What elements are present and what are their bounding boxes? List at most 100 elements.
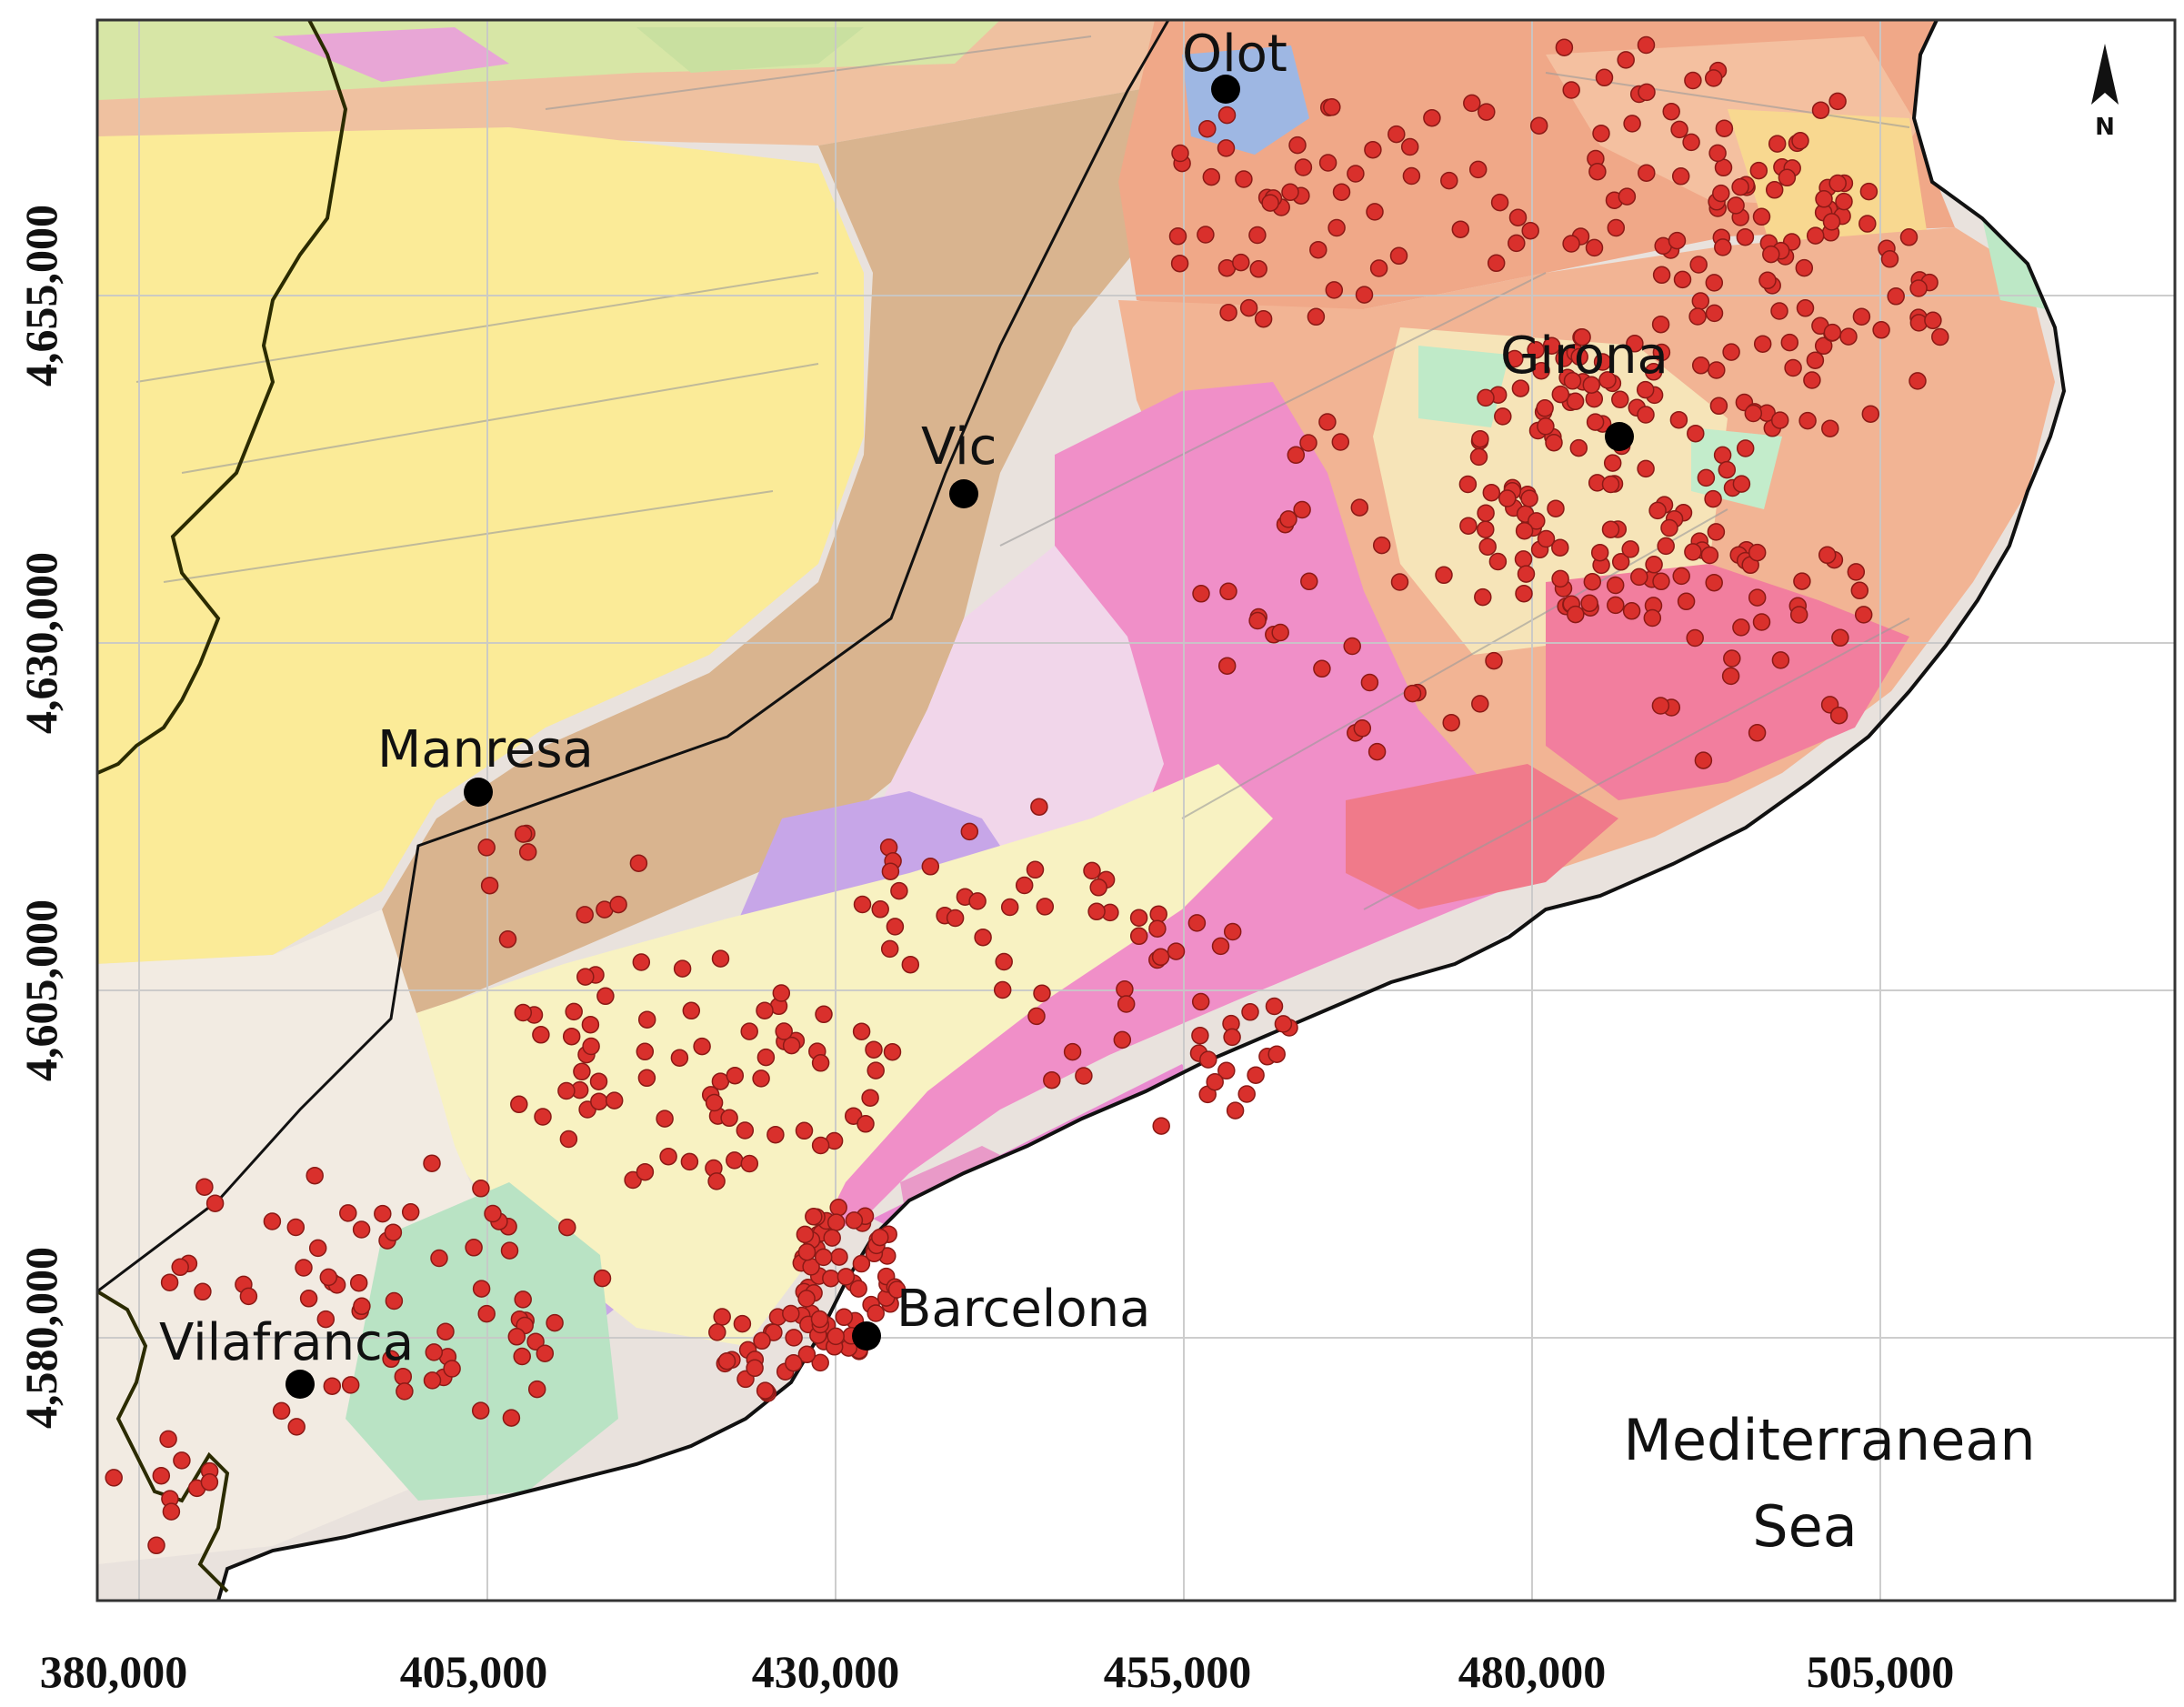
sample-point: [707, 1172, 726, 1190]
sample-point: [1771, 651, 1790, 669]
sample-point: [756, 1048, 776, 1067]
sample-point: [1389, 246, 1408, 266]
sample-point: [1705, 573, 1723, 592]
sample-point: [811, 1136, 830, 1155]
sample-point: [810, 1310, 829, 1329]
sample-point: [1652, 572, 1670, 591]
sample-point: [480, 876, 499, 895]
north-arrow: N: [2091, 44, 2119, 141]
sample-point: [471, 1401, 490, 1420]
sample-point: [1709, 397, 1728, 416]
sample-point: [590, 1092, 608, 1110]
sample-point: [1170, 254, 1189, 273]
sample-point: [558, 1218, 576, 1237]
sample-point: [659, 1147, 677, 1166]
sample-point: [766, 1125, 785, 1144]
sample-point: [1309, 240, 1327, 259]
sample-point: [1705, 304, 1724, 323]
sample-point: [1217, 1061, 1236, 1080]
city-dot-olot: [1211, 75, 1240, 104]
sample-point: [1573, 327, 1591, 346]
sample-point: [861, 1089, 879, 1107]
sample-point: [1435, 566, 1453, 585]
sample-point: [1197, 226, 1215, 244]
sample-point: [472, 1280, 491, 1298]
sample-point: [1768, 135, 1787, 153]
sample-point: [1815, 190, 1833, 208]
sample-point: [1704, 489, 1722, 508]
province-border-west: [97, 20, 348, 1593]
sample-point: [673, 959, 692, 978]
sample-point: [295, 1259, 313, 1277]
sample-point: [1199, 1050, 1217, 1069]
sample-point: [1474, 587, 1492, 607]
sample-point: [1708, 361, 1726, 379]
sample-point: [1652, 343, 1671, 362]
sample-point: [1778, 168, 1797, 187]
sample-point: [726, 1066, 745, 1085]
sample-point: [308, 1239, 327, 1258]
sample-point: [960, 822, 979, 841]
sample-point: [1611, 390, 1629, 409]
city-markers: [286, 75, 1634, 1399]
sample-point: [1580, 594, 1598, 613]
sample-point: [477, 1304, 496, 1323]
sample-point: [1532, 361, 1550, 380]
sample-point: [1551, 538, 1569, 557]
sample-point: [1677, 592, 1696, 611]
sample-point: [1075, 1067, 1093, 1085]
sample-point: [785, 1353, 803, 1372]
sample-point: [1688, 307, 1707, 326]
sample-point: [717, 1351, 736, 1371]
sample-point: [1517, 565, 1536, 583]
sample-point: [1026, 860, 1045, 879]
sample-point: [1637, 406, 1655, 424]
sample-point: [1331, 433, 1350, 451]
sample-point: [1471, 429, 1489, 448]
sample-point: [785, 1329, 803, 1347]
sample-point: [1829, 706, 1848, 725]
sample-point: [1299, 434, 1317, 452]
sample-point: [711, 949, 730, 968]
sample-point: [498, 930, 517, 949]
sea-label-line2: Sea: [1752, 1493, 1858, 1560]
sample-point: [1423, 108, 1441, 127]
sample-point: [1789, 606, 1808, 624]
x-tick-label: 455,000: [1104, 1646, 1252, 1697]
north-arrow-icon: [2091, 44, 2119, 105]
sample-point: [1648, 501, 1667, 520]
sample-point: [1323, 98, 1341, 116]
sample-point: [1562, 81, 1580, 99]
sample-point: [286, 1218, 306, 1237]
sample-point: [339, 1204, 357, 1222]
sample-point: [837, 1268, 856, 1286]
sample-point: [822, 1269, 840, 1288]
sample-point: [1601, 475, 1620, 494]
sample-point: [1551, 569, 1569, 588]
sample-point: [1718, 460, 1737, 479]
sample-point: [1623, 115, 1641, 133]
sample-point: [1442, 713, 1460, 732]
sample-point: [1607, 596, 1625, 615]
sample-point: [1831, 628, 1849, 648]
sample-point: [782, 1036, 801, 1055]
sample-point: [518, 843, 537, 861]
sample-point: [1586, 413, 1605, 431]
sample-point: [637, 1069, 656, 1088]
sample-point: [946, 909, 965, 928]
sample-point: [385, 1291, 404, 1310]
sample-point: [1536, 399, 1554, 417]
sample-point: [1287, 446, 1306, 465]
sample-point: [1254, 309, 1273, 328]
sample-point: [1402, 166, 1421, 186]
sea-label-line1: Mediterranean: [1623, 1407, 2035, 1473]
sample-point: [656, 1110, 674, 1128]
sample-point: [1129, 927, 1148, 946]
city-label-girona: Girona: [1500, 326, 1668, 386]
sample-point: [797, 1290, 816, 1308]
sample-point: [871, 900, 889, 919]
sample-point: [1607, 218, 1626, 237]
sample-point: [536, 1344, 555, 1362]
sample-point: [1369, 259, 1388, 277]
sample-point: [883, 1042, 902, 1061]
